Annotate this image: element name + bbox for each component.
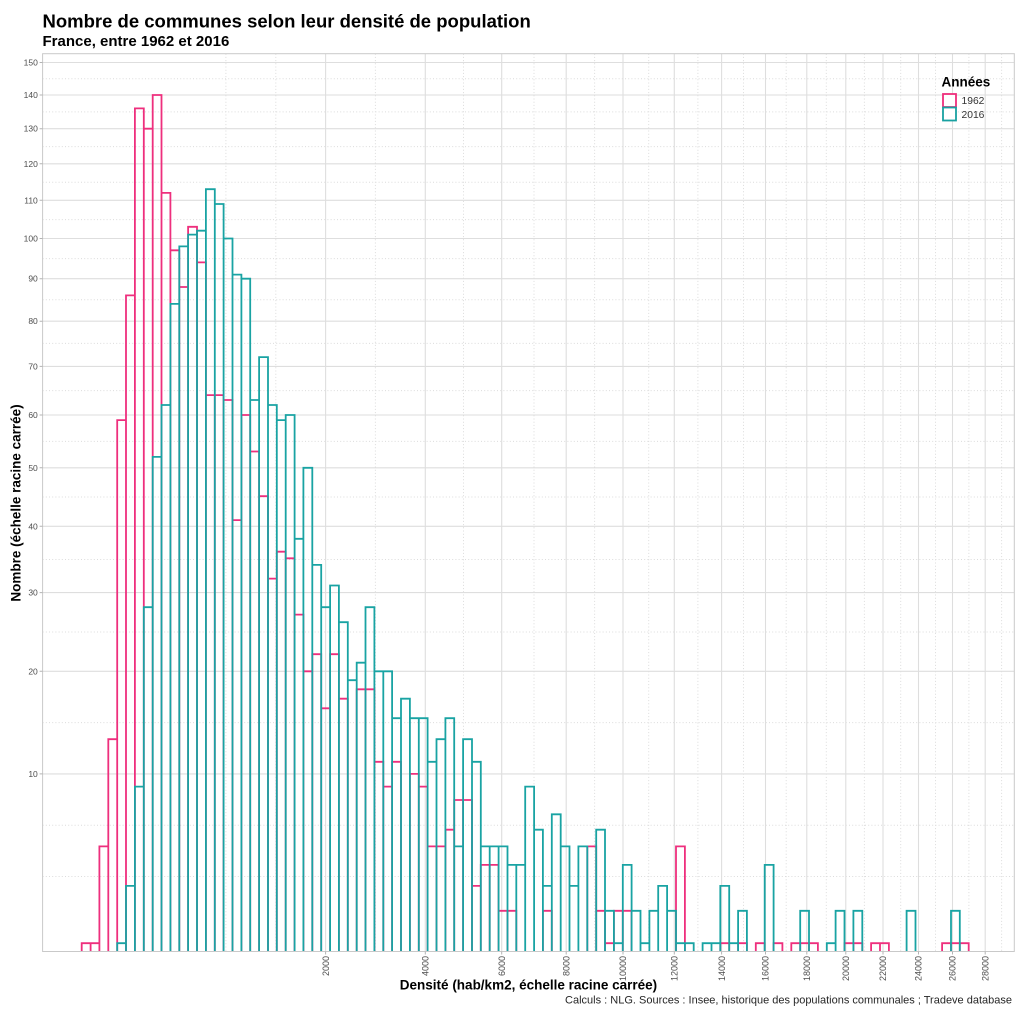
svg-text:140: 140 (24, 90, 38, 100)
svg-text:80: 80 (28, 316, 38, 326)
svg-text:20: 20 (28, 666, 38, 676)
svg-text:30: 30 (28, 588, 38, 598)
svg-text:10: 10 (28, 769, 38, 779)
svg-text:12000: 12000 (670, 956, 680, 981)
svg-text:100: 100 (24, 234, 38, 244)
svg-text:Densité (hab/km2, échelle raci: Densité (hab/km2, échelle racine carrée) (400, 978, 657, 993)
svg-text:8000: 8000 (561, 956, 571, 976)
svg-text:1962: 1962 (962, 96, 985, 107)
svg-text:2016: 2016 (962, 110, 985, 121)
svg-text:60: 60 (28, 410, 38, 420)
svg-text:4000: 4000 (421, 956, 431, 976)
svg-text:Nombre de communes selon leur: Nombre de communes selon leur densité de… (43, 10, 531, 31)
svg-text:10000: 10000 (618, 956, 628, 981)
svg-text:Nombre (échelle racine carrée): Nombre (échelle racine carrée) (9, 404, 24, 601)
svg-text:130: 130 (24, 124, 38, 134)
svg-text:50: 50 (28, 463, 38, 473)
svg-text:28000: 28000 (980, 956, 990, 981)
svg-text:20000: 20000 (841, 956, 851, 981)
svg-text:150: 150 (24, 58, 38, 68)
svg-text:90: 90 (28, 274, 38, 284)
svg-text:24000: 24000 (914, 956, 924, 981)
svg-text:14000: 14000 (717, 956, 727, 981)
svg-text:110: 110 (24, 195, 38, 205)
svg-text:120: 120 (24, 159, 38, 169)
svg-text:Calculs : NLG. Sources : Insee: Calculs : NLG. Sources : Insee, historiq… (565, 995, 1012, 1007)
svg-text:6000: 6000 (497, 956, 507, 976)
svg-text:2000: 2000 (321, 956, 331, 976)
svg-text:France, entre 1962 et 2016: France, entre 1962 et 2016 (43, 33, 230, 50)
svg-text:Années: Années (942, 75, 991, 90)
svg-text:22000: 22000 (878, 956, 888, 981)
svg-text:40: 40 (28, 521, 38, 531)
svg-text:26000: 26000 (948, 956, 958, 981)
svg-text:18000: 18000 (802, 956, 812, 981)
svg-text:70: 70 (28, 361, 38, 371)
svg-text:16000: 16000 (761, 956, 771, 981)
